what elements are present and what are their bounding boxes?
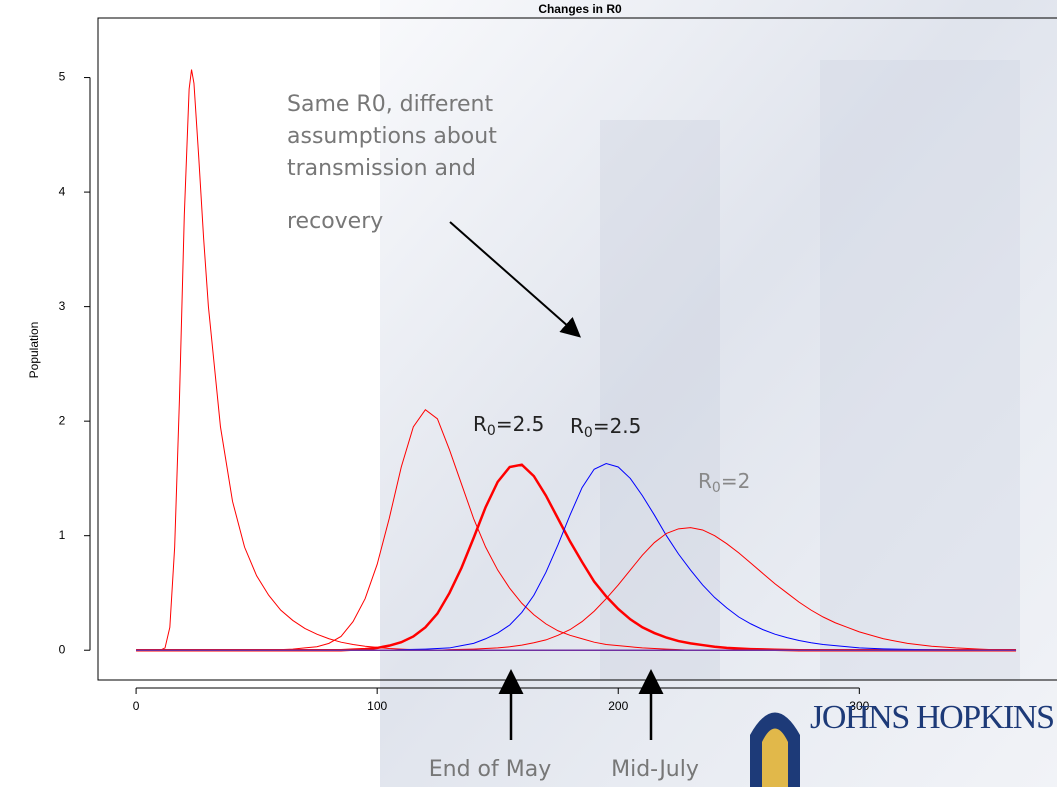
r-label: R0=2.5 xyxy=(570,414,641,442)
time-label: Mid-July xyxy=(611,757,699,782)
y-tick-label: 4 xyxy=(59,184,66,198)
annotation-line: recovery xyxy=(287,209,383,234)
r-label: R0=2 xyxy=(698,469,750,497)
chart-title: Changes in R0 xyxy=(538,2,622,16)
plot-frame xyxy=(97,17,1057,681)
annotation-line: Same R0, different xyxy=(287,92,493,117)
r-label-sub: 0 xyxy=(487,423,496,439)
r-label-base: R xyxy=(698,469,712,493)
x-tick-label: 0 xyxy=(133,699,140,713)
logo-emblem xyxy=(762,728,788,787)
y-tick-label: 2 xyxy=(59,413,66,427)
r-label-rest: =2.5 xyxy=(496,412,545,436)
y-tick-label: 3 xyxy=(59,299,66,313)
photo-building xyxy=(600,120,720,680)
x-tick-label: 100 xyxy=(367,699,387,713)
y-tick-label: 1 xyxy=(59,528,66,542)
r-label-base: R xyxy=(473,412,487,436)
r-label-rest: =2.5 xyxy=(593,414,642,438)
r-label-base: R xyxy=(570,414,584,438)
annotation: Same R0, different assumptions about tra… xyxy=(287,92,581,338)
annotation-line: assumptions about xyxy=(287,124,497,149)
x-tick-label: 200 xyxy=(608,699,628,713)
logo: JOHNS HOPKINS xyxy=(750,699,1055,787)
y-axis-label: Population xyxy=(27,322,41,379)
plot-area: 0 1 2 3 4 5 0 100 200 300 xyxy=(59,17,1057,713)
time-label: End of May xyxy=(429,757,551,782)
r-label-sub: 0 xyxy=(712,480,721,496)
photo-building xyxy=(820,60,1020,680)
annotation-arrow xyxy=(449,221,581,338)
x-tick-label: 300 xyxy=(849,699,869,713)
r-label: R0=2.5 xyxy=(473,412,544,440)
r-labels: R0=2.5 R0=2.5R0=2 xyxy=(473,412,750,497)
logo-text: JOHNS HOPKINS xyxy=(810,699,1055,736)
time-markers: End of May Mid-July xyxy=(429,669,699,782)
r-label-sub: 0 xyxy=(584,425,593,441)
y-tick-label: 5 xyxy=(59,70,66,84)
photo-backdrop xyxy=(380,0,1057,787)
y-tick-label: 0 xyxy=(59,642,66,656)
annotation-line: transmission and xyxy=(287,156,476,181)
r-label-rest: =2 xyxy=(721,469,750,493)
